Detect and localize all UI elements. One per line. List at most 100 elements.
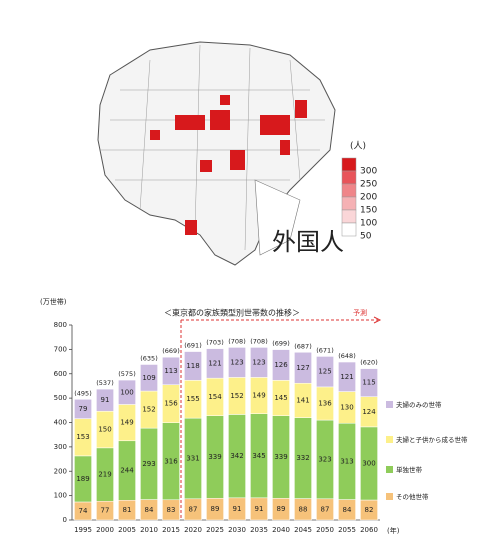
y-tick-label: 800 bbox=[54, 321, 67, 329]
legend-label: 夫婦と子供から成る世帯 bbox=[396, 435, 468, 444]
forecast-arrowhead bbox=[373, 316, 382, 324]
data-label: 83 bbox=[167, 506, 176, 514]
data-label: 155 bbox=[186, 395, 199, 403]
data-label: 124 bbox=[362, 408, 376, 416]
bar-segment bbox=[272, 349, 290, 381]
data-label: 123 bbox=[230, 358, 243, 366]
total-label: (671) bbox=[316, 346, 333, 354]
map: (人) 外国人 bbox=[97, 41, 366, 266]
data-label: 126 bbox=[274, 361, 288, 369]
data-label: 150 bbox=[98, 426, 111, 434]
total-label: (537) bbox=[96, 379, 113, 387]
data-label: 130 bbox=[340, 403, 353, 411]
y-tick-label: 400 bbox=[54, 419, 67, 427]
x-axis-label: (年) bbox=[387, 526, 400, 535]
data-label: 79 bbox=[79, 405, 88, 413]
data-label: 81 bbox=[123, 506, 132, 514]
data-label: 153 bbox=[76, 433, 89, 441]
x-tick-label: 2010 bbox=[140, 526, 158, 534]
data-label: 91 bbox=[101, 396, 110, 404]
map-legend-swatch bbox=[341, 222, 357, 237]
map-legend-label: 150 bbox=[360, 206, 377, 216]
bar-segment bbox=[140, 364, 158, 392]
data-label: 152 bbox=[142, 406, 155, 414]
forecast-label: 予測 bbox=[353, 308, 367, 317]
data-label: 113 bbox=[164, 367, 177, 375]
bar-segment bbox=[96, 388, 114, 412]
data-label: 156 bbox=[164, 400, 178, 408]
data-label: 141 bbox=[296, 396, 309, 404]
data-label: 84 bbox=[145, 506, 154, 514]
data-label: 91 bbox=[255, 505, 264, 513]
total-label: (708) bbox=[250, 337, 267, 345]
x-tick-label: 2055 bbox=[338, 526, 356, 534]
total-label: (687) bbox=[294, 342, 311, 350]
x-tick-label: 2005 bbox=[118, 526, 136, 534]
total-label: (669) bbox=[162, 347, 179, 355]
chart-title: ＜東京都の家族類型別世帯数の推移＞ bbox=[164, 308, 300, 318]
map-legend-label: 50 bbox=[360, 232, 372, 242]
x-tick-label: 2060 bbox=[360, 526, 378, 534]
data-label: 115 bbox=[362, 379, 375, 387]
x-tick-label: 2040 bbox=[272, 526, 290, 534]
data-label: 332 bbox=[296, 454, 309, 462]
map-legend-unit: (人) bbox=[350, 141, 366, 152]
data-label: 77 bbox=[101, 507, 110, 515]
bay-area bbox=[254, 179, 301, 256]
data-label: 339 bbox=[274, 453, 287, 461]
data-label: 244 bbox=[120, 467, 134, 475]
bar-segment bbox=[316, 356, 334, 388]
total-label: (691) bbox=[184, 342, 201, 350]
data-label: 87 bbox=[321, 505, 330, 513]
x-tick-label: 2045 bbox=[294, 526, 312, 534]
x-tick-label: 2000 bbox=[96, 526, 114, 534]
total-label: (648) bbox=[338, 352, 355, 360]
legend-label: その他世帯 bbox=[396, 492, 429, 501]
data-label: 149 bbox=[252, 392, 265, 400]
bar-segment bbox=[184, 351, 202, 381]
data-label: 100 bbox=[120, 388, 133, 396]
legend-swatch bbox=[386, 436, 393, 443]
data-label: 89 bbox=[211, 505, 220, 513]
bar-segment bbox=[360, 368, 378, 397]
map-legend-label: 250 bbox=[360, 180, 377, 190]
map-legend-swatch bbox=[341, 157, 357, 172]
data-label: 136 bbox=[318, 399, 332, 407]
total-label: (495) bbox=[74, 389, 91, 397]
legend-label: 夫婦のみの世帯 bbox=[396, 400, 442, 409]
map-legend-swatch bbox=[341, 170, 357, 185]
data-label: 293 bbox=[142, 460, 155, 468]
bar-segment bbox=[250, 347, 268, 378]
total-label: (708) bbox=[228, 337, 245, 345]
data-label: 91 bbox=[233, 505, 242, 513]
total-label: (620) bbox=[360, 359, 377, 367]
map-label: 外国人 bbox=[272, 228, 344, 256]
legend-swatch bbox=[386, 401, 393, 408]
total-label: (575) bbox=[118, 370, 135, 378]
total-label: (703) bbox=[206, 339, 223, 347]
map-legend-swatch bbox=[341, 183, 357, 198]
x-tick-label: 2020 bbox=[184, 526, 202, 534]
total-label: (699) bbox=[272, 340, 289, 348]
x-tick-label: 2025 bbox=[206, 526, 224, 534]
y-tick-label: 200 bbox=[54, 467, 67, 475]
y-axis-label: (万世帯) bbox=[40, 297, 67, 306]
data-label: 74 bbox=[79, 507, 88, 515]
bar-segment bbox=[162, 356, 180, 385]
bar-segment bbox=[294, 352, 312, 384]
legend-swatch bbox=[386, 493, 393, 500]
data-label: 219 bbox=[98, 471, 111, 479]
map-legend-label: 300 bbox=[360, 167, 377, 177]
data-label: 118 bbox=[186, 362, 199, 370]
data-label: 121 bbox=[208, 359, 221, 367]
data-label: 121 bbox=[340, 373, 353, 381]
data-label: 145 bbox=[274, 394, 287, 402]
data-label: 154 bbox=[208, 393, 222, 401]
bar-segment bbox=[118, 379, 136, 405]
y-tick-label: 500 bbox=[54, 394, 67, 402]
x-tick-label: 2030 bbox=[228, 526, 246, 534]
data-label: 89 bbox=[277, 505, 286, 513]
legend-swatch bbox=[386, 466, 393, 473]
data-label: 189 bbox=[76, 475, 89, 483]
